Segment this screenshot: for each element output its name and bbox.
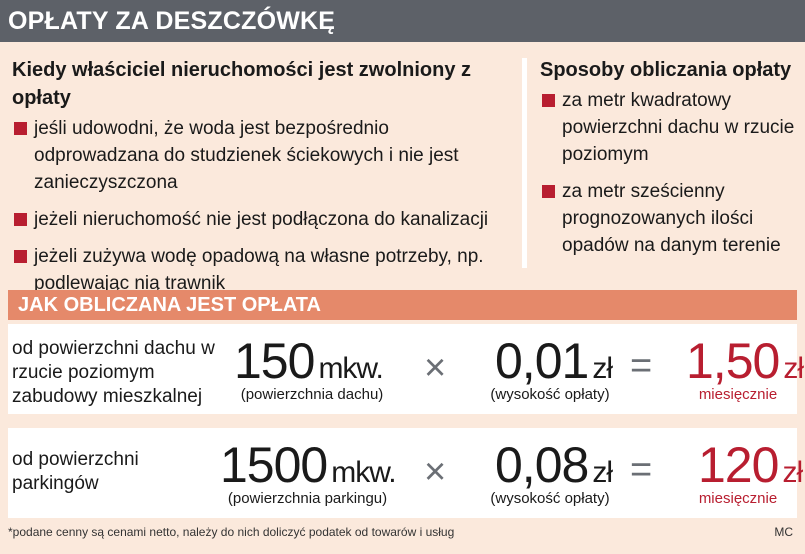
area-caption: (powierzchnia dachu) <box>240 386 384 403</box>
calculation-row: od powierzchni parkingów 1500 mkw. (powie… <box>8 428 803 518</box>
bullet-square-icon <box>14 122 27 135</box>
rate-unit: zł <box>592 456 613 489</box>
bullet-square-icon <box>14 250 27 263</box>
exemption-item-text: jeśli udowodni, że woda jest bezpośredni… <box>34 118 459 193</box>
result-value: 1,50 zł <box>686 333 804 394</box>
multiply-sign: × <box>424 347 447 389</box>
rate-value: 0,01 zł <box>495 333 613 394</box>
area-unit: mkw. <box>318 352 383 385</box>
column-divider <box>522 58 527 268</box>
calculation-row: od powierzchni dachu w rzucie poziomym z… <box>8 324 804 414</box>
rate-caption: (wysokość opłaty) <box>490 386 610 403</box>
area-number: 1500 <box>220 437 328 493</box>
result-value: 120 zł <box>698 437 803 498</box>
area-caption: (powierzchnia parkingu) <box>227 490 388 507</box>
equals-sign: = <box>630 345 653 387</box>
method-item-text: za metr kwadratowy powierzchni dachu w r… <box>562 90 795 165</box>
rate-number: 0,08 <box>495 437 589 493</box>
calculation-row-label: od powierzchni parkingów <box>12 449 139 494</box>
area-value: 150 mkw. <box>234 333 384 394</box>
result-number: 1,50 <box>686 333 780 389</box>
area-value: 1500 mkw. <box>220 437 397 498</box>
methods-section: Sposoby obliczania opłaty za metr kwadra… <box>540 56 795 269</box>
bullet-square-icon <box>542 185 555 198</box>
result-unit: zł <box>782 456 803 489</box>
rate-unit: zł <box>592 352 613 385</box>
footnote: *podane cenny są cenami netto, należy do… <box>8 525 455 539</box>
bullet-square-icon <box>14 213 27 226</box>
exemption-item: jeżeli nieruchomość nie jest podłączona … <box>12 206 517 233</box>
page-title: OPŁATY ZA DESZCZÓWKĘ <box>0 0 805 42</box>
result-unit: zł <box>783 352 804 385</box>
method-item-text: za metr sześcienny prognozowanych ilości… <box>562 181 781 256</box>
exemption-section: Kiedy właściciel nieruchomości jest zwol… <box>12 56 517 307</box>
result-caption: miesięcznie <box>698 386 778 403</box>
area-number: 150 <box>234 333 315 389</box>
exemption-item-text: jeżeli nieruchomość nie jest podłączona … <box>34 209 489 230</box>
method-item: za metr sześcienny prognozowanych ilości… <box>540 178 795 259</box>
rate-value: 0,08 zł <box>495 437 613 498</box>
rate-caption: (wysokość opłaty) <box>490 490 610 507</box>
exemption-heading: Kiedy właściciel nieruchomości jest zwol… <box>12 59 472 109</box>
area-unit: mkw. <box>331 456 396 489</box>
bullet-square-icon <box>542 94 555 107</box>
calculation-row-label: od powierzchni dachu w rzucie poziomym z… <box>12 338 215 407</box>
method-item: za metr kwadratowy powierzchni dachu w r… <box>540 87 795 168</box>
author-credit: MC <box>774 525 793 539</box>
multiply-sign: × <box>424 451 447 493</box>
calculation-heading: JAK OBLICZANA JEST OPŁATA <box>8 290 797 320</box>
result-number: 120 <box>698 437 779 493</box>
exemption-item-text: jeżeli zużywa wodę opadową na własne pot… <box>34 246 484 294</box>
result-caption: miesięcznie <box>698 490 778 507</box>
exemption-item: jeśli udowodni, że woda jest bezpośredni… <box>12 115 517 196</box>
exemption-item: jeżeli zużywa wodę opadową na własne pot… <box>12 243 517 297</box>
methods-heading: Sposoby obliczania opłaty <box>540 59 792 81</box>
equals-sign: = <box>630 449 653 491</box>
rate-number: 0,01 <box>495 333 589 389</box>
